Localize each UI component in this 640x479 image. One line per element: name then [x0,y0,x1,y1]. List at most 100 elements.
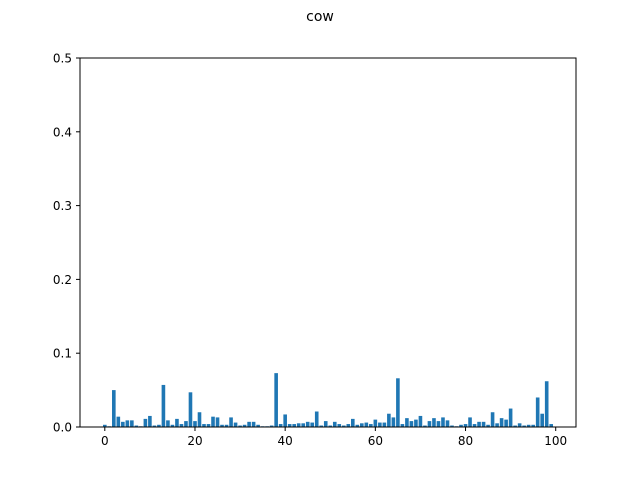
bar [387,413,391,427]
bar [400,424,405,427]
bar [364,422,369,427]
bar [296,423,301,427]
bar [112,390,116,427]
bar [414,419,418,427]
bar [472,424,477,427]
bar [427,421,432,427]
bar [103,424,107,427]
bar [274,373,278,427]
x-tick-label: 100 [544,434,567,448]
bar [305,421,310,427]
x-tick-label: 40 [278,434,293,448]
bar [197,412,202,427]
y-tick-label: 0.0 [53,421,72,435]
bar [130,420,134,427]
bar [486,424,490,427]
bar [441,417,445,427]
bar [202,424,206,427]
bar [418,415,423,427]
bar [184,421,188,427]
y-tick-label: 0.4 [53,125,72,139]
bar [242,424,247,427]
bar [508,408,513,427]
bar [495,423,499,427]
bar [179,424,184,427]
bar [373,419,378,427]
bar [229,417,233,427]
bar [256,424,260,427]
bar [193,421,197,427]
bar [517,423,522,427]
chart-title: cow [306,9,334,25]
bar [170,424,175,427]
y-tick-label: 0.5 [53,52,72,66]
bar [463,424,468,427]
bar [310,422,315,427]
bar [116,416,121,427]
bar [323,421,328,427]
y-tick-label: 0.1 [53,347,72,361]
bar [513,425,517,427]
bar [152,425,157,427]
bar [332,421,337,427]
y-axis: 0.0 0.1 0.2 0.3 0.4 0.5 [53,52,80,435]
bar [148,415,152,427]
bar-series [103,373,554,427]
bar [369,424,373,427]
bar [287,424,292,427]
bar [206,424,211,427]
bar [238,425,242,427]
bar [220,424,224,427]
bar [175,418,179,427]
bar [251,421,256,427]
bar [341,425,346,427]
bar [188,392,193,427]
bar [346,424,351,427]
bar [143,418,148,427]
bar [328,425,333,427]
bar [432,418,436,427]
bar [436,421,441,427]
bar [526,424,531,427]
bar [499,418,504,427]
bar [161,384,166,427]
bar [301,423,306,427]
bar [409,421,414,427]
bar [283,414,287,427]
bar [549,424,554,427]
bar [121,421,125,427]
bar [337,424,342,427]
x-axis: 0 20 40 60 80 100 [101,427,567,448]
bar [540,413,544,427]
x-tick-label: 20 [187,434,202,448]
bar [292,424,296,427]
bar [544,381,549,427]
bar [134,425,139,427]
bar [531,424,535,427]
plot-frame [79,57,577,428]
bar [278,424,283,427]
x-tick-label: 0 [101,434,109,448]
bar [215,417,220,427]
bar [535,397,540,427]
bar [405,418,409,427]
y-tick-label: 0.2 [53,273,72,287]
bar [314,411,319,427]
bar [396,378,400,427]
bar [125,420,130,427]
bar [233,422,238,427]
bar [355,424,360,427]
bar [211,416,215,427]
bar [319,425,324,427]
bar [481,421,486,427]
bar [450,425,454,427]
bar [423,425,427,427]
bar [382,422,387,427]
x-tick-label: 60 [368,434,383,448]
bar [522,425,526,427]
bar [490,412,495,427]
bar [247,421,251,427]
bar [504,419,508,427]
